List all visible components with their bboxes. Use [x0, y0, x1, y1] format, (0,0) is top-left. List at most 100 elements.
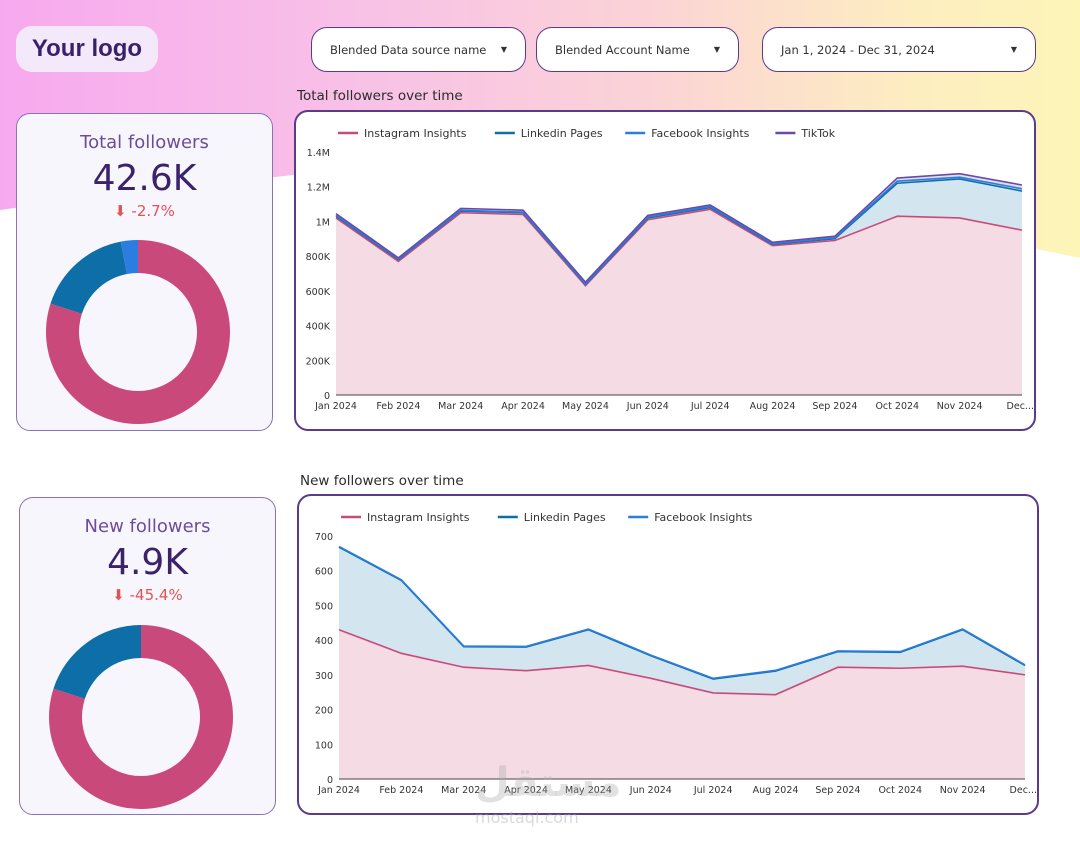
watermark-url: mostaql.com — [475, 808, 579, 827]
x-tick-label-4: May 2024 — [565, 785, 612, 796]
x-tick-label-4: May 2024 — [562, 401, 609, 412]
area-1 — [336, 178, 1022, 286]
watermark: مستقل — [475, 760, 622, 806]
total-followers-card: Total followers 42.6K ⬇ -2.7% — [16, 113, 273, 431]
legend-label-1: Linkedin Pages — [524, 511, 606, 524]
x-tick-label-8: Sep 2024 — [815, 785, 860, 796]
legend-label-0: Instagram Insights — [367, 511, 470, 524]
legend-label-0: Instagram Insights — [364, 127, 467, 140]
x-tick-label-2: Mar 2024 — [441, 785, 486, 796]
new-followers-chart-title: New followers over time — [300, 473, 464, 489]
legend-item-2[interactable]: Facebook Insights — [625, 127, 750, 140]
y-tick-label-6: 1.2M — [307, 183, 330, 194]
new-donut-slice-1[interactable] — [53, 625, 141, 699]
area-1 — [339, 547, 1025, 695]
x-tick-label-9: Oct 2024 — [875, 401, 919, 412]
account-name-label: Blended Account Name — [555, 42, 690, 57]
new-followers-donut — [49, 625, 234, 809]
total-followers-value: 42.6K — [92, 158, 197, 199]
new-followers-chart: Instagram Insights Linkedin Pages Facebook… — [297, 494, 1039, 815]
new-followers-label: New followers — [84, 516, 211, 537]
legend-item-2[interactable]: Facebook Insights — [628, 511, 753, 524]
x-tick-label-1: Feb 2024 — [379, 785, 423, 796]
total-donut-slice-1[interactable] — [50, 241, 127, 314]
date-range-label: Jan 1, 2024 - Dec 31, 2024 — [781, 42, 935, 57]
new-followers-delta: ⬇ -45.4% — [20, 586, 275, 604]
x-tick-label-11: Dec... — [1007, 401, 1034, 412]
x-tick-label-6: Jul 2024 — [693, 785, 733, 796]
y-tick-label-7: 700 — [315, 532, 333, 543]
chevron-down-icon: ▼ — [500, 45, 507, 54]
y-tick-label-0: 0 — [324, 391, 330, 402]
legend-label-1: Linkedin Pages — [521, 127, 603, 140]
arrow-down-icon: ⬇ — [114, 202, 127, 220]
x-tick-label-10: Nov 2024 — [937, 401, 983, 412]
legend-item-1[interactable]: Linkedin Pages — [497, 511, 606, 524]
total-donut-slice-0[interactable] — [46, 240, 231, 424]
legend-item-0[interactable]: Instagram Insights — [338, 127, 467, 140]
area-0 — [339, 629, 1025, 779]
x-tick-label-0: Jan 2024 — [314, 401, 357, 412]
x-tick-label-7: Aug 2024 — [753, 785, 799, 796]
date-range-dropdown[interactable]: Jan 1, 2024 - Dec 31, 2024 ▼ — [762, 27, 1036, 72]
total-followers-delta: ⬇ -2.7% — [17, 202, 272, 220]
y-tick-label-5: 500 — [315, 601, 333, 612]
chevron-down-icon: ▼ — [1010, 45, 1017, 54]
legend-item-0[interactable]: Instagram Insights — [341, 511, 470, 524]
x-tick-label-1: Feb 2024 — [376, 401, 420, 412]
account-name-dropdown[interactable]: Blended Account Name ▼ — [536, 27, 739, 72]
new-followers-delta-text: -45.4% — [129, 586, 183, 604]
total-donut-slice-2[interactable] — [120, 240, 138, 275]
y-tick-label-1: 100 — [315, 740, 333, 751]
y-tick-label-2: 200 — [315, 706, 333, 717]
x-tick-label-8: Sep 2024 — [812, 401, 857, 412]
y-tick-label-4: 800K — [306, 252, 331, 263]
series-line-0[interactable] — [338, 628, 1026, 696]
new-followers-chart-svg: Instagram Insights Linkedin Pages Facebook… — [315, 511, 1037, 796]
series-line-0[interactable] — [335, 208, 1023, 287]
x-tick-label-6: Jul 2024 — [690, 401, 730, 412]
legend-label-2: Facebook Insights — [654, 511, 752, 524]
x-tick-label-3: Apr 2024 — [501, 401, 545, 412]
y-tick-label-2: 400K — [306, 322, 331, 333]
logo: Your logo — [16, 26, 158, 72]
x-tick-label-5: Jun 2024 — [626, 401, 669, 412]
total-followers-chart-svg: Instagram Insights Linkedin Pages Facebook… — [306, 127, 1034, 412]
series-line-2[interactable] — [338, 545, 1026, 680]
y-tick-label-7: 1.4M — [307, 148, 330, 159]
y-tick-label-6: 600 — [315, 567, 333, 578]
chevron-down-icon: ▼ — [713, 45, 720, 54]
legend-item-1[interactable]: Linkedin Pages — [494, 127, 603, 140]
x-tick-label-3: Apr 2024 — [504, 785, 548, 796]
legend-label-3: TikTok — [800, 127, 835, 140]
data-source-dropdown[interactable]: Blended Data source name ▼ — [311, 27, 526, 72]
y-tick-label-1: 200K — [306, 356, 331, 367]
area-0 — [336, 209, 1022, 395]
total-followers-label: Total followers — [80, 132, 209, 153]
y-tick-label-4: 400 — [315, 636, 333, 647]
total-followers-delta-text: -2.7% — [131, 202, 175, 220]
series-line-2[interactable] — [335, 176, 1023, 286]
x-tick-label-0: Jan 2024 — [317, 785, 360, 796]
new-donut-slice-0[interactable] — [49, 625, 234, 809]
x-tick-label-10: Nov 2024 — [940, 785, 986, 796]
x-tick-label-11: Dec... — [1010, 785, 1037, 796]
total-followers-chart-title: Total followers over time — [297, 88, 463, 104]
x-tick-label-2: Mar 2024 — [438, 401, 483, 412]
new-followers-card: New followers 4.9K ⬇ -45.4% — [19, 497, 276, 815]
x-tick-label-7: Aug 2024 — [750, 401, 796, 412]
x-tick-label-9: Oct 2024 — [878, 785, 922, 796]
legend-label-2: Facebook Insights — [651, 127, 749, 140]
x-tick-label-5: Jun 2024 — [629, 785, 672, 796]
y-tick-label-5: 1M — [316, 217, 330, 228]
data-source-label: Blended Data source name — [330, 42, 487, 57]
arrow-down-icon: ⬇ — [112, 586, 125, 604]
total-followers-donut — [46, 240, 231, 424]
y-tick-label-3: 600K — [306, 287, 331, 298]
series-line-3[interactable] — [335, 172, 1023, 284]
new-followers-value: 4.9K — [107, 542, 188, 583]
legend-item-3[interactable]: TikTok — [775, 127, 836, 140]
y-tick-label-0: 0 — [327, 775, 333, 786]
total-followers-chart: Instagram Insights Linkedin Pages Facebook… — [294, 110, 1036, 431]
y-tick-label-3: 300 — [315, 671, 333, 682]
